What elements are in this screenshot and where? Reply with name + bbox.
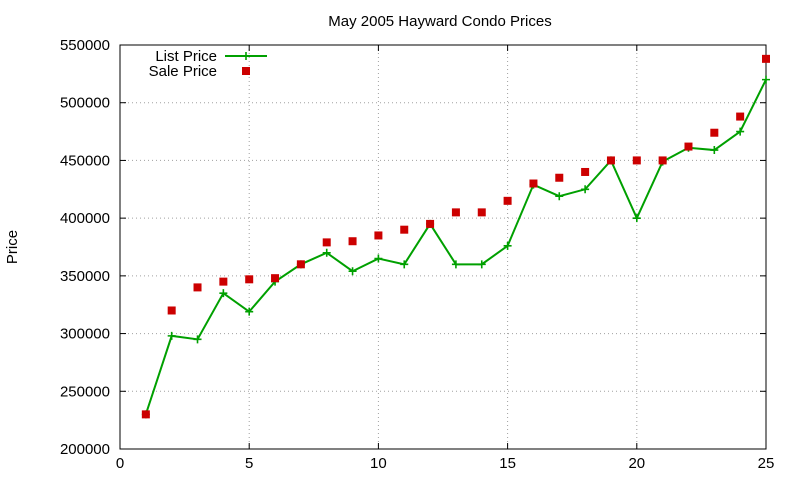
series-0 bbox=[141, 75, 770, 419]
chart-title: May 2005 Hayward Condo Prices bbox=[328, 13, 551, 30]
plot-frame bbox=[119, 44, 767, 450]
data-point bbox=[529, 179, 538, 188]
series bbox=[141, 54, 770, 419]
data-point bbox=[348, 237, 357, 246]
y-tick-label: 550000 bbox=[60, 37, 110, 54]
data-point bbox=[400, 260, 409, 269]
data-point bbox=[451, 208, 460, 217]
data-point bbox=[296, 260, 305, 269]
data-point bbox=[555, 192, 564, 201]
x-axis: 0 5 10 15 20 25 bbox=[116, 45, 775, 472]
y-axis: 200000 250000 300000 350000 400000 450000 5000… bbox=[60, 37, 766, 458]
data-point bbox=[762, 54, 770, 63]
grid bbox=[120, 45, 766, 449]
data-point bbox=[322, 238, 331, 247]
data-point bbox=[167, 331, 176, 340]
data-point bbox=[193, 283, 202, 292]
data-point bbox=[271, 274, 280, 283]
data-point bbox=[374, 254, 383, 263]
data-point bbox=[503, 241, 512, 250]
data-point bbox=[581, 185, 590, 194]
data-point bbox=[477, 260, 486, 269]
data-point bbox=[658, 156, 667, 165]
y-tick-label: 400000 bbox=[60, 210, 110, 227]
data-point bbox=[219, 289, 228, 298]
data-point bbox=[710, 146, 719, 155]
data-point bbox=[322, 248, 331, 257]
data-point bbox=[632, 214, 641, 223]
x-tick-label: 10 bbox=[370, 455, 387, 472]
data-point bbox=[167, 306, 176, 315]
y-tick-label: 300000 bbox=[60, 326, 110, 343]
data-point bbox=[219, 277, 228, 286]
y-axis-label: Price bbox=[4, 230, 21, 264]
data-point bbox=[632, 156, 641, 165]
y-tick-label: 350000 bbox=[60, 268, 110, 285]
legend-label: List Price bbox=[155, 48, 217, 65]
data-point bbox=[762, 75, 770, 84]
data-point bbox=[348, 267, 357, 276]
y-tick-label: 450000 bbox=[60, 152, 110, 169]
data-point bbox=[555, 173, 564, 182]
x-tick-label: 15 bbox=[499, 455, 516, 472]
data-point bbox=[581, 167, 590, 176]
x-tick-label: 0 bbox=[116, 455, 124, 472]
y-tick-label: 500000 bbox=[60, 95, 110, 112]
y-tick-label: 250000 bbox=[60, 383, 110, 400]
data-point bbox=[245, 307, 254, 316]
data-point bbox=[193, 335, 202, 344]
data-point bbox=[400, 225, 409, 234]
data-point bbox=[736, 127, 745, 136]
data-point bbox=[477, 208, 486, 217]
data-point bbox=[684, 142, 693, 151]
data-point bbox=[503, 196, 512, 205]
x-tick-label: 5 bbox=[245, 455, 253, 472]
data-point bbox=[710, 128, 719, 137]
data-point bbox=[374, 231, 383, 240]
legend-marker bbox=[242, 67, 250, 75]
x-tick-label: 25 bbox=[758, 455, 775, 472]
data-point bbox=[451, 260, 460, 269]
data-point bbox=[426, 219, 435, 228]
legend-label: Sale Price bbox=[149, 63, 217, 80]
x-tick-label: 20 bbox=[628, 455, 645, 472]
series-1 bbox=[141, 54, 770, 419]
data-point bbox=[141, 410, 150, 419]
data-point bbox=[736, 112, 745, 121]
series-line bbox=[144, 79, 767, 415]
legend-marker bbox=[242, 52, 250, 60]
data-point bbox=[245, 275, 254, 284]
y-tick-label: 200000 bbox=[60, 441, 110, 458]
data-point bbox=[606, 156, 615, 165]
